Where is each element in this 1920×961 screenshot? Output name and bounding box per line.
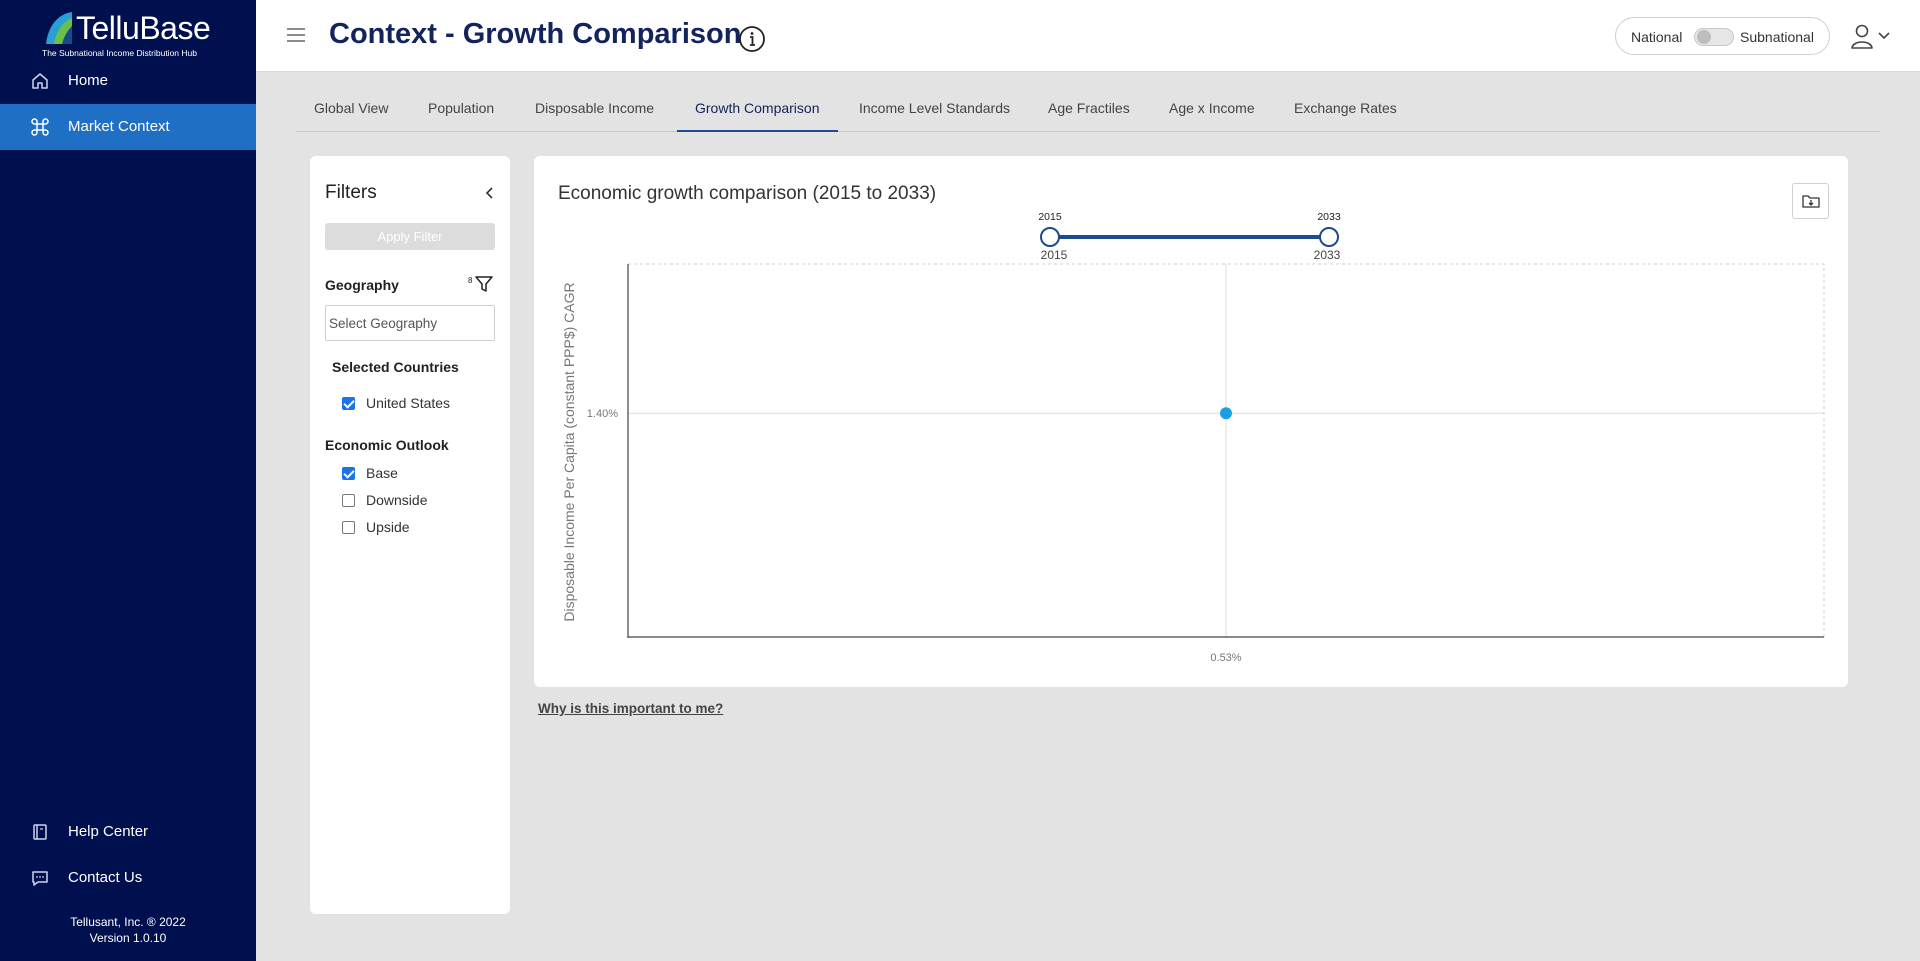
chat-icon	[32, 871, 48, 886]
toggle-knob	[1697, 30, 1711, 44]
nav-label-help-center: Help Center	[68, 823, 149, 840]
apply-filter-button[interactable]: Apply Filter	[325, 223, 495, 250]
upside-checkbox[interactable]	[342, 520, 355, 534]
version-text: Version 1.0.10	[89, 931, 167, 945]
filters-title: Filters	[325, 182, 377, 203]
nav-item-contact-us[interactable]: Contact Us	[0, 855, 256, 901]
user-menu-icon[interactable]	[1850, 22, 1894, 50]
nav-label-market-context: Market Context	[68, 118, 170, 135]
tab-exchange-rates[interactable]: Exchange Rates	[1294, 100, 1397, 116]
info-icon[interactable]	[738, 25, 766, 53]
upside-label: Upside	[366, 519, 410, 535]
nav-label-home: Home	[68, 72, 109, 89]
copyright-text: Tellusant, Inc. ® 2022	[70, 915, 186, 929]
united-states-checkbox[interactable]	[342, 396, 355, 410]
outlook-item-upside[interactable]: Upside	[342, 519, 410, 535]
y-tick-label: 1.40%	[587, 408, 618, 420]
header: Context - Growth Comparison National Sub…	[256, 0, 1920, 72]
home-icon	[32, 73, 48, 89]
national-subnational-toggle: National Subnational	[1615, 17, 1830, 55]
hamburger-menu-icon[interactable]	[286, 26, 306, 44]
x-tick-label: 0.53%	[1210, 652, 1241, 664]
scatter-chart: 2015 2033 2015 2033 1.40% 0.53% Disposab…	[561, 211, 1825, 664]
nav-item-help-center[interactable]: Help Center	[0, 809, 256, 855]
base-checkbox[interactable]	[342, 466, 355, 480]
outlook-item-downside[interactable]: Downside	[342, 492, 427, 508]
slider-end-handle[interactable]	[1319, 227, 1339, 247]
nav-label-contact-us: Contact Us	[68, 869, 143, 886]
logo-brand: TelluBase	[76, 10, 211, 46]
sidebar-footer: Tellusant, Inc. ® 2022 Version 1.0.10	[0, 914, 256, 946]
tab-disposable-income[interactable]: Disposable Income	[535, 100, 655, 116]
nav-item-market-context[interactable]: Market Context	[0, 104, 256, 150]
geography-label: Geography	[325, 277, 399, 293]
tab-income-level-standards[interactable]: Income Level Standards	[859, 100, 1010, 116]
toggle-label-subnational: Subnational	[1740, 29, 1814, 45]
tab-age-fractiles[interactable]: Age Fractiles	[1048, 100, 1130, 116]
tellubase-logo[interactable]: TelluBase The Subnational Income Distrib…	[40, 8, 220, 58]
download-button[interactable]	[1792, 183, 1829, 219]
chart-card: Economic growth comparison (2015 to 2033…	[534, 156, 1848, 687]
slider-start-handle[interactable]	[1040, 227, 1060, 247]
toggle-label-national: National	[1631, 29, 1683, 45]
sidebar: TelluBase The Subnational Income Distrib…	[0, 0, 256, 961]
economic-outlook-label: Economic Outlook	[325, 437, 449, 453]
slider-end-value: 2033	[1317, 211, 1341, 223]
tab-population[interactable]: Population	[428, 100, 495, 116]
chart-title: Economic growth comparison (2015 to 2033…	[558, 183, 937, 204]
command-icon	[31, 118, 49, 136]
logo-mark-icon	[46, 12, 72, 44]
tab-age-x-income[interactable]: Age x Income	[1169, 100, 1255, 116]
data-point[interactable]	[1220, 407, 1232, 420]
base-label: Base	[366, 465, 398, 481]
slider-max-label: 2033	[1314, 248, 1341, 262]
downside-label: Downside	[366, 492, 428, 508]
geography-count-badge: 8	[468, 276, 473, 285]
tab-bar: Global View Population Disposable Income…	[296, 86, 1880, 132]
slider-start-value: 2015	[1038, 211, 1062, 223]
filters-panel: Filters Apply Filter Geography 8 Selecte…	[310, 156, 510, 914]
y-axis-label: Disposable Income Per Capita (constant P…	[561, 282, 577, 621]
book-icon	[33, 824, 47, 840]
selected-countries-label: Selected Countries	[332, 359, 459, 375]
year-range-slider[interactable]: 2015 2033 2015 2033	[1038, 211, 1341, 262]
page-title: Context - Growth Comparison	[329, 18, 742, 50]
outlook-item-base[interactable]: Base	[342, 465, 398, 481]
toggle-switch[interactable]	[1694, 28, 1734, 46]
slider-min-label: 2015	[1041, 248, 1068, 262]
geography-search-input[interactable]	[325, 305, 495, 341]
united-states-label: United States	[366, 395, 451, 411]
tab-global-view[interactable]: Global View	[314, 100, 389, 116]
chevron-left-icon[interactable]	[483, 186, 497, 200]
download-folder-icon	[1802, 195, 1820, 208]
why-important-link[interactable]: Why is this important to me?	[538, 701, 724, 716]
country-item-united-states[interactable]: United States	[342, 395, 450, 411]
logo-tagline: The Subnational Income Distribution Hub	[42, 48, 197, 58]
nav-item-home[interactable]: Home	[0, 58, 256, 104]
funnel-icon[interactable]	[474, 274, 494, 294]
downside-checkbox[interactable]	[342, 493, 355, 507]
tab-growth-comparison[interactable]: Growth Comparison	[677, 86, 838, 132]
